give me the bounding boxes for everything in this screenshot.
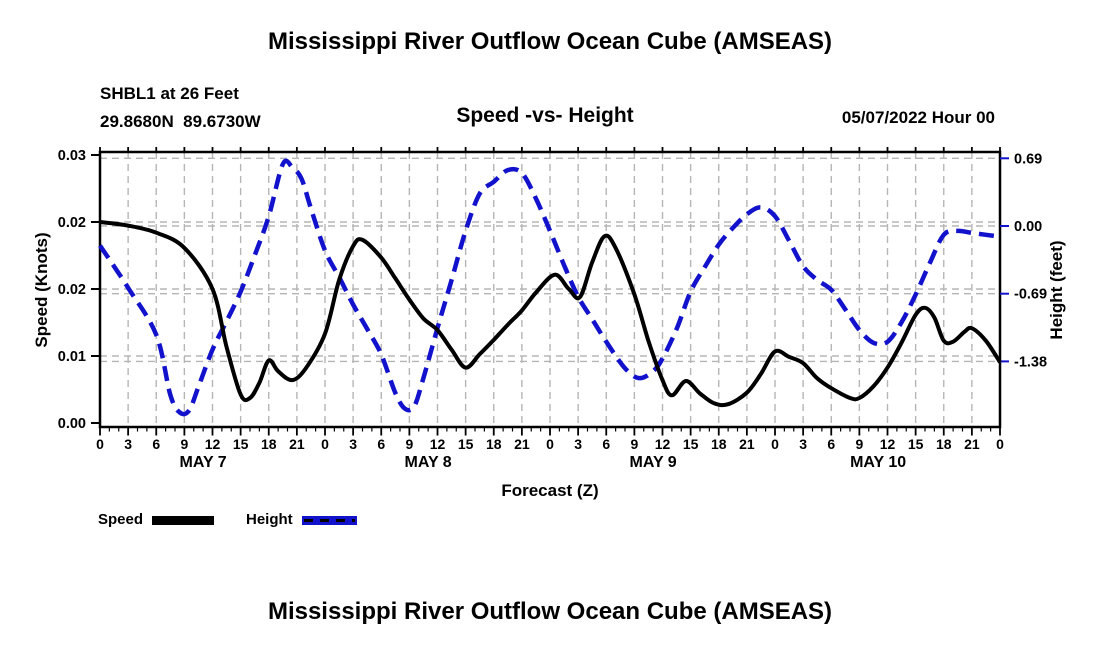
svg-text:0: 0: [771, 436, 779, 452]
svg-text:18: 18: [261, 436, 277, 452]
svg-text:-1.38: -1.38: [1014, 354, 1047, 370]
svg-text:12: 12: [430, 436, 446, 452]
svg-text:0.02: 0.02: [58, 282, 86, 298]
svg-text:12: 12: [205, 436, 221, 452]
day-label: MAY 7: [180, 454, 227, 471]
svg-text:6: 6: [152, 436, 160, 452]
svg-text:9: 9: [855, 436, 863, 452]
svg-text:9: 9: [630, 436, 638, 452]
y-axis-left-title: Speed (Knots): [32, 232, 51, 347]
svg-text:15: 15: [683, 436, 699, 452]
gridlines: [100, 152, 1000, 427]
chart-subtitle: Speed -vs- Height: [456, 104, 634, 127]
y-axis-left: 0.03 0.02 0.02 0.01 0.00 Speed (Knots): [32, 148, 100, 432]
svg-text:15: 15: [233, 436, 249, 452]
svg-text:0: 0: [321, 436, 329, 452]
svg-text:12: 12: [880, 436, 896, 452]
svg-text:6: 6: [377, 436, 385, 452]
svg-text:18: 18: [936, 436, 952, 452]
svg-text:21: 21: [739, 436, 755, 452]
svg-text:6: 6: [827, 436, 835, 452]
x-axis-title: Forecast (Z): [501, 481, 598, 500]
legend-label-height: Height: [246, 511, 293, 528]
legend-swatch-speed-line: [152, 516, 214, 525]
height-series-line: [98, 158, 1001, 417]
series-lines: [98, 158, 1002, 417]
svg-text:15: 15: [908, 436, 924, 452]
svg-text:3: 3: [799, 436, 807, 452]
speed-series-line: [99, 220, 1002, 408]
svg-text:0: 0: [96, 436, 104, 452]
legend-swatch-dashes: [304, 519, 355, 522]
legend-label-speed: Speed: [98, 511, 144, 528]
day-label: MAY 8: [405, 454, 452, 471]
svg-text:12: 12: [655, 436, 671, 452]
x-axis: 0 3 6 9 12 15 18 21 0 3 6 9 12 15 18 21 0 3 6 9 12 15 18 21 0 3 6 9…: [96, 147, 1004, 500]
day-label: MAY 9: [630, 454, 677, 471]
station-name: SHBL1 at 26 Feet: [100, 84, 239, 103]
y-axis-right-title: Height (feet): [1047, 240, 1066, 339]
station-coordinates: 29.8680N 89.6730W: [100, 112, 261, 131]
svg-text:0.02: 0.02: [58, 215, 86, 231]
svg-text:3: 3: [349, 436, 357, 452]
svg-text:18: 18: [711, 436, 727, 452]
svg-text:3: 3: [574, 436, 582, 452]
svg-text:21: 21: [289, 436, 305, 452]
svg-text:0.00: 0.00: [58, 416, 86, 432]
day-label: MAY 10: [850, 454, 906, 471]
legend-swatch-height-line: [302, 516, 357, 525]
svg-text:18: 18: [486, 436, 502, 452]
svg-text:9: 9: [180, 436, 188, 452]
svg-text:21: 21: [514, 436, 530, 452]
svg-text:0.00: 0.00: [1014, 219, 1042, 235]
svg-text:21: 21: [964, 436, 980, 452]
svg-text:9: 9: [405, 436, 413, 452]
svg-text:0.03: 0.03: [58, 148, 86, 164]
svg-text:0: 0: [546, 436, 554, 452]
svg-text:0: 0: [996, 436, 1004, 452]
svg-text:-0.69: -0.69: [1014, 287, 1047, 303]
forecast-datetime: 05/07/2022 Hour 00: [841, 108, 995, 127]
svg-text:6: 6: [602, 436, 610, 452]
svg-text:0.69: 0.69: [1014, 151, 1042, 167]
next-page-title: Mississippi River Outflow Ocean Cube (AM…: [267, 598, 833, 625]
page-title: Mississippi River Outflow Ocean Cube (AM…: [267, 28, 833, 55]
svg-text:3: 3: [124, 436, 132, 452]
svg-text:15: 15: [458, 436, 474, 452]
svg-text:0.01: 0.01: [58, 349, 86, 365]
